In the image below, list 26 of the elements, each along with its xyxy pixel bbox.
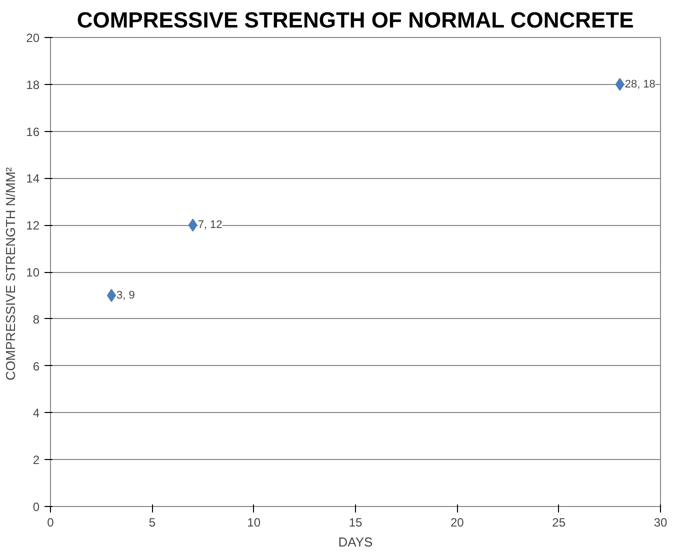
point: [188, 218, 198, 232]
data-label: 3, 9: [116, 289, 135, 302]
point: [615, 78, 624, 91]
x-tick-label: 20: [450, 516, 464, 530]
x-axis-title: DAYS: [338, 534, 374, 550]
y-tick-label: 6: [32, 359, 40, 374]
y-tick-label: 14: [26, 172, 40, 186]
x-tick-label: 10: [247, 516, 261, 530]
y-axis-title: COMPRESSIVE STRENGTH N/MM²: [3, 166, 18, 380]
data-label: 28, 18: [624, 78, 656, 90]
y-tick-label: 8: [32, 312, 40, 326]
y-tick-label: 12: [26, 218, 40, 233]
x-tick-label: 5: [148, 516, 156, 530]
x-tick-label: 25: [552, 516, 566, 530]
y-tick-label: 16: [26, 124, 40, 139]
y-tick-label: 2: [32, 453, 40, 468]
data-label: 7, 12: [198, 219, 222, 232]
x-tick-label: 15: [348, 516, 362, 530]
chart-title: COMPRESSIVE STRENGTH OF NORMAL CONCRETE: [76, 8, 634, 32]
y-tick-label: 10: [26, 266, 40, 280]
y-tick-label: 4: [32, 406, 40, 420]
x-tick-label: 30: [654, 516, 668, 530]
x-tick-label: 0: [47, 516, 54, 530]
y-tick-label: 20: [26, 31, 40, 45]
y-tick-label: 18: [26, 78, 40, 92]
y-tick-label: 0: [32, 500, 40, 514]
